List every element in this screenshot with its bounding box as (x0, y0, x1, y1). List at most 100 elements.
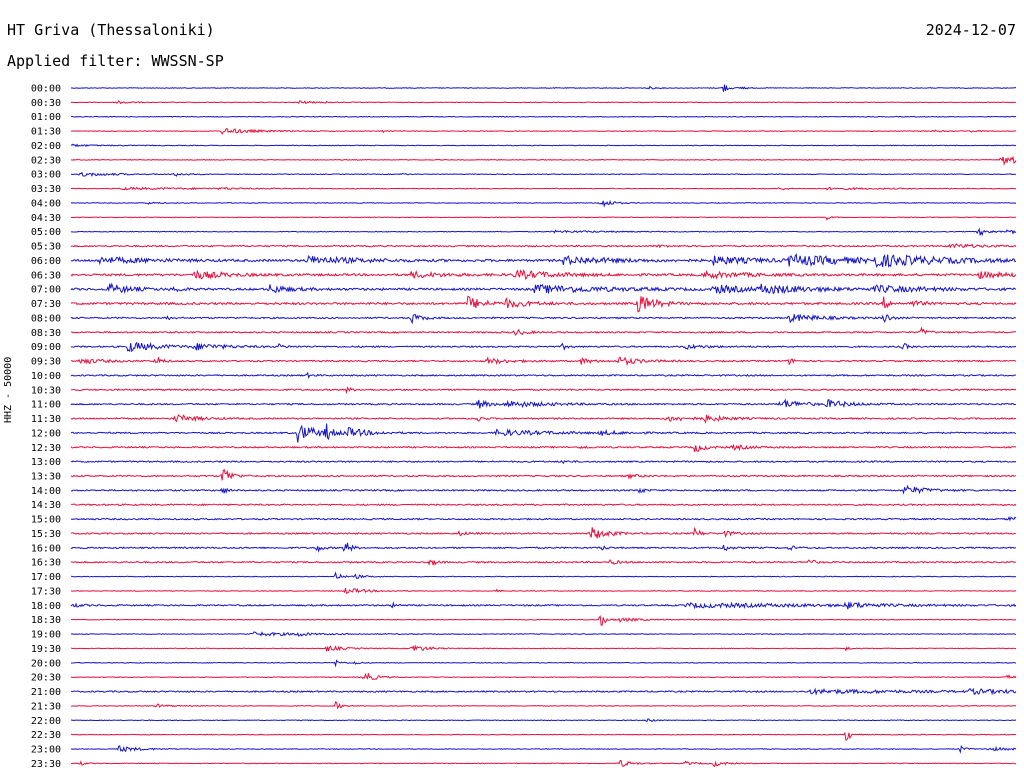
trace-0900 (70, 341, 1017, 353)
hour-label: 05:00 (31, 227, 61, 238)
trace-1130 (70, 413, 1017, 424)
trace-1230 (70, 443, 1017, 453)
hour-label: 11:30 (31, 414, 61, 425)
trace-0830 (70, 326, 1017, 336)
trace-0130 (70, 128, 1017, 135)
hour-label: 04:00 (31, 198, 61, 209)
hour-label: 23:30 (31, 759, 61, 770)
trace-2030 (70, 672, 1017, 681)
trace-1500 (70, 516, 1017, 522)
hour-label: 20:30 (31, 673, 61, 684)
trace-1200 (70, 423, 1017, 443)
hour-label: 17:30 (31, 586, 61, 597)
hour-label: 01:30 (31, 127, 61, 138)
trace-1530 (70, 526, 1017, 539)
hour-label: 06:30 (31, 270, 61, 281)
trace-1600 (70, 542, 1017, 554)
hour-label: 16:00 (31, 543, 61, 554)
hour-label: 21:30 (31, 701, 61, 712)
hour-label: 07:30 (31, 299, 61, 310)
trace-0200 (70, 143, 1017, 148)
filter-label: Applied filter: WWSSN-SP (7, 52, 224, 70)
trace-1830 (70, 614, 1017, 626)
trace-2330 (70, 759, 1017, 768)
hour-label: 03:30 (31, 184, 61, 195)
hour-label: 14:30 (31, 500, 61, 511)
trace-2230 (70, 731, 1017, 741)
hour-label: 06:00 (31, 256, 61, 267)
trace-1730 (70, 587, 1017, 595)
trace-1330 (70, 468, 1017, 481)
trace-2200 (70, 718, 1017, 723)
hour-label: 00:30 (31, 98, 61, 109)
hour-label: 01:00 (31, 112, 61, 123)
hour-label: 21:00 (31, 687, 61, 698)
trace-0330 (70, 186, 1017, 191)
hour-label: 09:30 (31, 357, 61, 368)
hour-label: 10:00 (31, 371, 61, 382)
trace-0730 (70, 295, 1017, 313)
hour-label: 12:30 (31, 443, 61, 454)
trace-0230 (70, 155, 1017, 166)
trace-2130 (70, 701, 1017, 710)
trace-0000 (70, 84, 1017, 92)
trace-1430 (70, 503, 1017, 507)
hour-label: 13:30 (31, 471, 61, 482)
hour-label: 23:00 (31, 745, 61, 756)
hour-label: 14:00 (31, 486, 61, 497)
hour-label: 02:00 (31, 141, 61, 152)
trace-1000 (70, 371, 1017, 379)
hour-label: 16:30 (31, 558, 61, 569)
hour-label: 05:30 (31, 242, 61, 253)
hour-label: 18:00 (31, 601, 61, 612)
hour-label: 12:00 (31, 428, 61, 439)
hour-label: 22:00 (31, 716, 61, 727)
trace-0300 (70, 171, 1017, 177)
hour-label: 22:30 (31, 730, 61, 741)
hour-label: 08:00 (31, 313, 61, 324)
trace-1630 (70, 559, 1017, 566)
hour-label: 19:30 (31, 644, 61, 655)
trace-1700 (70, 571, 1017, 579)
trace-1930 (70, 644, 1017, 652)
date-label: 2024-12-07 (925, 21, 1016, 39)
trace-2300 (70, 745, 1017, 754)
trace-1800 (70, 601, 1017, 610)
hour-label: 00:00 (31, 84, 61, 95)
trace-2000 (70, 659, 1017, 668)
trace-0100 (70, 115, 1017, 118)
station-title: HT Griva (Thessaloniki) (7, 21, 215, 39)
hour-label: 08:30 (31, 328, 61, 339)
hour-label: 04:30 (31, 213, 61, 224)
trace-1400 (70, 484, 1017, 495)
trace-0800 (70, 313, 1017, 325)
hour-label: 18:30 (31, 615, 61, 626)
trace-0500 (70, 227, 1017, 237)
trace-1300 (70, 460, 1017, 465)
trace-0630 (70, 269, 1017, 280)
trace-0030 (70, 100, 1017, 105)
hour-label: 13:00 (31, 457, 61, 468)
trace-2100 (70, 687, 1017, 696)
trace-0400 (70, 199, 1017, 208)
hour-label: 09:00 (31, 342, 61, 353)
trace-1100 (70, 398, 1017, 409)
trace-1900 (70, 631, 1017, 637)
trace-0600 (70, 253, 1017, 269)
hour-label: 03:00 (31, 170, 61, 181)
hour-label: 11:00 (31, 400, 61, 411)
hour-labels: 00:00 00:30 01:00 01:30 02:00 02:30 03:00 03:30… (31, 84, 61, 770)
hour-label: 20:00 (31, 658, 61, 669)
trace-0530 (70, 243, 1017, 249)
hour-label: 15:30 (31, 529, 61, 540)
hour-label: 10:30 (31, 385, 61, 396)
trace-0430 (70, 216, 1017, 221)
seismic-traces (70, 84, 1017, 768)
trace-0930 (70, 356, 1017, 367)
trace-1030 (70, 386, 1017, 394)
hour-label: 07:00 (31, 285, 61, 296)
hour-label: 19:00 (31, 630, 61, 641)
hour-label: 17:00 (31, 572, 61, 583)
hour-label: 02:30 (31, 155, 61, 166)
